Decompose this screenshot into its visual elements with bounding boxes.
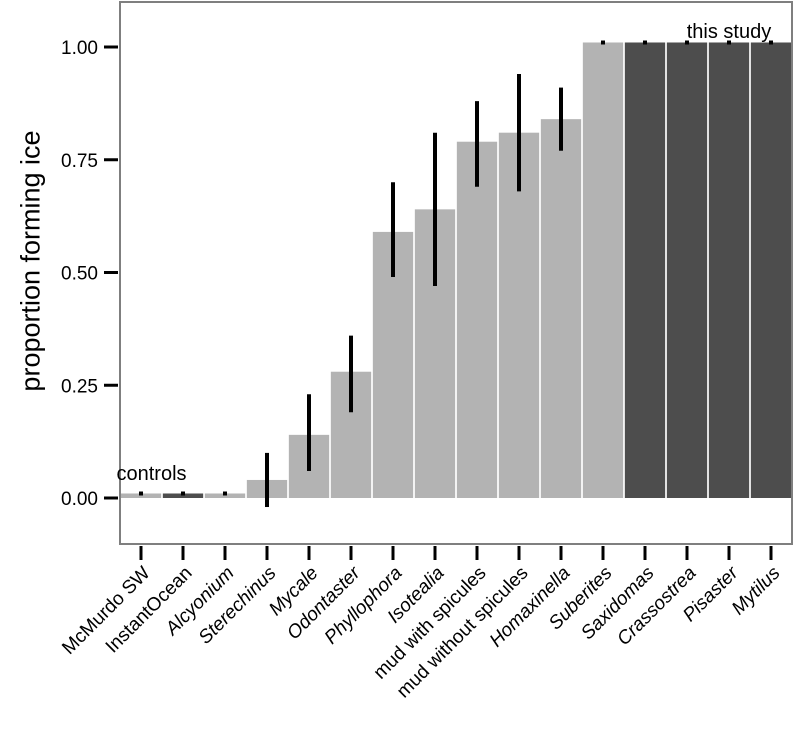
y-tick-label: 1.00 (61, 38, 98, 59)
bar (456, 141, 498, 498)
y-tick-label: 0.25 (61, 376, 98, 397)
bar (540, 119, 582, 498)
bar (498, 132, 540, 498)
x-axis: McMurdo SWInstantOceanAlcyoniumSterechin… (58, 546, 785, 702)
bar (120, 493, 162, 498)
annotation-this-study: this study (687, 21, 771, 43)
y-axis: 0.00 0.25 0.50 0.75 1.00 (61, 38, 118, 510)
bar (582, 42, 624, 499)
error-bars-layer (139, 40, 773, 508)
x-tick-label: Mytilus (728, 562, 785, 619)
y-tick-label: 0.50 (61, 264, 98, 285)
annotation-controls: controls (116, 463, 186, 485)
plot-frame (119, 1, 793, 545)
y-axis-label: proportion forming ice (15, 130, 45, 391)
bar (624, 42, 666, 499)
bar (708, 42, 750, 499)
bar (750, 42, 792, 499)
bar (204, 493, 246, 498)
bar (666, 42, 708, 499)
y-tick-label: 0.00 (61, 489, 98, 510)
y-tick-label: 0.75 (61, 151, 98, 172)
bar (162, 493, 204, 498)
bars-layer (120, 42, 792, 499)
